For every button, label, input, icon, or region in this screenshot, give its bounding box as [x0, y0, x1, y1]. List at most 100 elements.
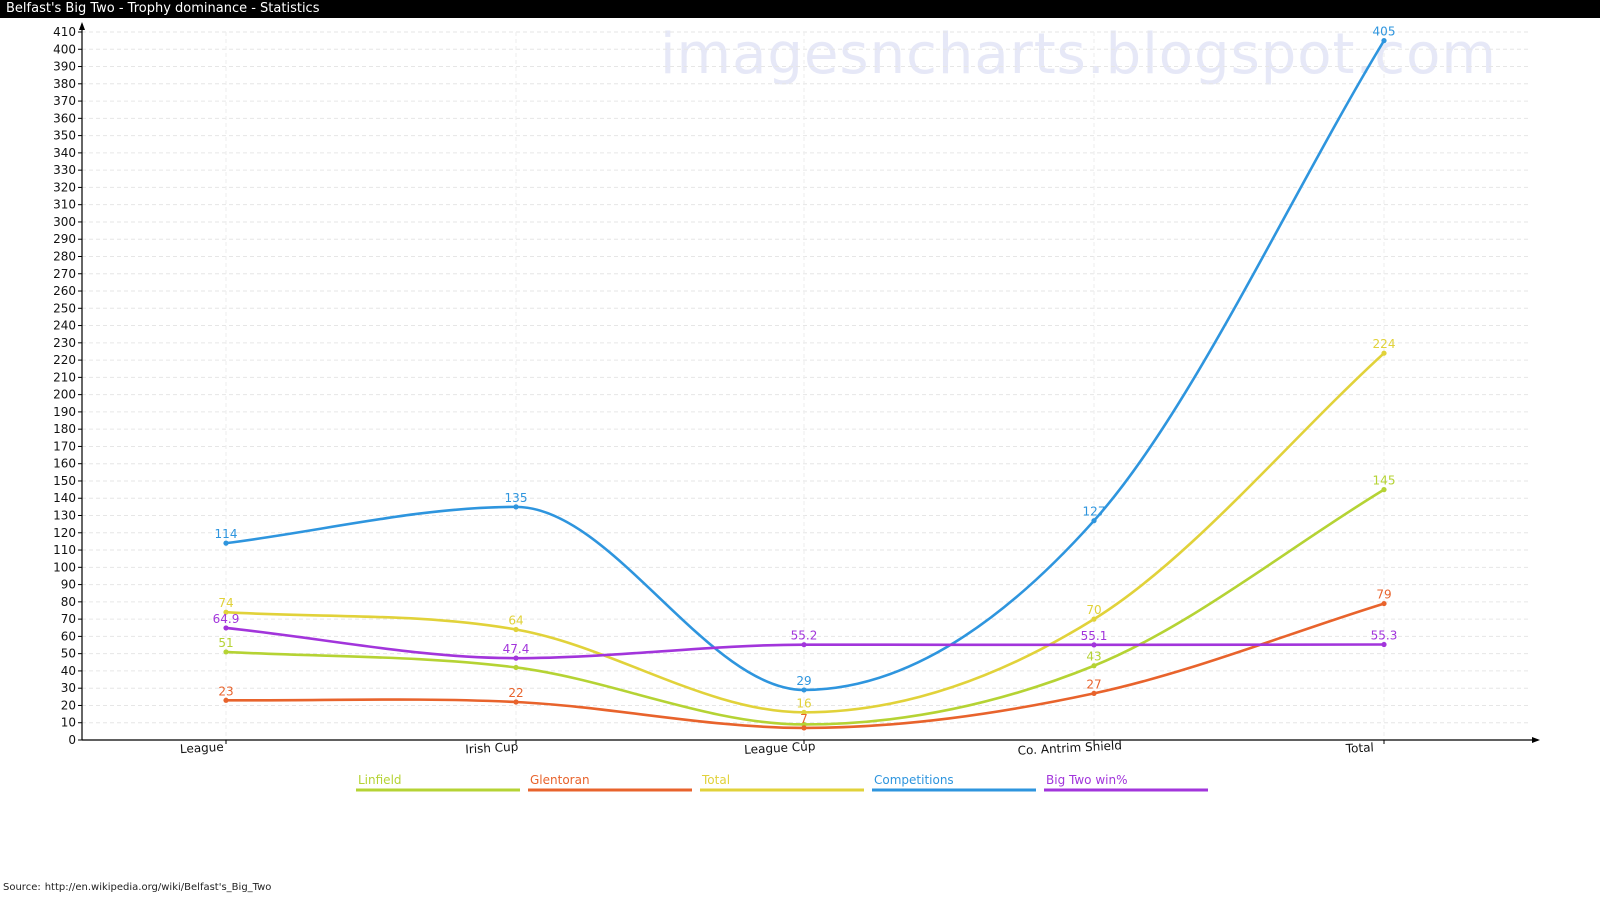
y-tick-label: 250: [53, 301, 76, 315]
x-tick-label: League Cup: [744, 739, 816, 757]
y-tick-label: 10: [61, 716, 76, 730]
y-tick-label: 260: [53, 284, 76, 298]
data-label-linfield: 51: [218, 636, 233, 650]
legend-label-total: Total: [701, 773, 730, 787]
data-label-glentoran: 22: [508, 686, 523, 700]
data-point-competitions: [1381, 38, 1387, 44]
y-tick-label: 180: [53, 422, 76, 436]
data-label-glentoran: 7: [800, 712, 808, 726]
y-tick-label: 240: [53, 319, 76, 333]
y-tick-label: 270: [53, 267, 76, 281]
y-tick-label: 400: [53, 42, 76, 56]
data-label-total: 224: [1373, 337, 1396, 351]
y-tick-label: 340: [53, 146, 76, 160]
data-point-competitions: [801, 687, 807, 693]
data-point-glentoran: [223, 697, 229, 703]
x-tick-label: Total: [1344, 740, 1374, 756]
y-tick-label: 100: [53, 560, 76, 574]
y-tick-label: 290: [53, 232, 76, 246]
grid-lines: [82, 31, 1530, 740]
y-tick-label: 280: [53, 249, 76, 263]
x-tick-label: League: [180, 740, 225, 756]
y-tick-label: 300: [53, 215, 76, 229]
data-label-glentoran: 23: [218, 684, 233, 698]
data-point-total: [513, 626, 519, 633]
y-tick-label: 210: [53, 370, 76, 384]
y-tick-label: 370: [53, 94, 76, 108]
data-label-competitions: 114: [215, 527, 238, 541]
data-label-total: 64: [508, 613, 523, 627]
data-point-big-two-win: [1381, 641, 1387, 648]
data-label-big-two-win: 55.2: [791, 629, 818, 643]
line-chart: 0 10 20 30 40 50 60 70 80 90 100 110 120 130 140 150 160…: [53, 22, 1540, 792]
y-tick-label: 310: [53, 198, 76, 212]
data-labels: 51 43 145 23 22 7 27 79 74 64 16 70 224 114 135 29 127 40…: [213, 25, 1398, 726]
data-point-competitions: [1091, 518, 1097, 524]
y-tick-label: 350: [53, 129, 76, 143]
x-tick-label: Co. Antrim Shield: [1017, 738, 1122, 757]
data-point-glentoran: [801, 725, 807, 731]
data-label-competitions: 127: [1083, 505, 1106, 519]
y-tick-label: 140: [53, 491, 76, 505]
x-axis-ticks: League Irish Cup League Cup Co. Antrim Shie…: [180, 738, 1385, 758]
data-label-glentoran: 79: [1376, 588, 1391, 602]
y-tick-label: 200: [53, 388, 76, 402]
source-url: http://en.wikipedia.org/wiki/Belfast's_B…: [44, 882, 272, 893]
y-tick-label: 110: [53, 543, 76, 557]
y-tick-label: 0: [68, 733, 76, 747]
window-title: Belfast's Big Two - Trophy dominance - S…: [0, 0, 1600, 18]
data-point-big-two-win: [801, 642, 807, 648]
data-label-big-two-win: 55.3: [1371, 629, 1398, 643]
data-point-linfield: [513, 664, 519, 671]
y-tick-label: 360: [53, 111, 76, 125]
data-point-big-two-win: [223, 625, 229, 631]
data-point-big-two-win: [1091, 642, 1097, 648]
legend-label-glentoran: Glentoran: [530, 773, 590, 787]
data-label-total: 70: [1086, 603, 1101, 617]
y-tick-label: 130: [53, 509, 76, 523]
y-tick-label: 220: [53, 353, 76, 367]
data-label-competitions: 29: [796, 674, 811, 688]
y-tick-label: 380: [53, 77, 76, 91]
data-label-competitions: 135: [505, 491, 528, 505]
y-tick-label: 90: [61, 578, 76, 592]
y-tick-label: 20: [61, 698, 76, 712]
data-label-total: 16: [796, 696, 811, 710]
y-tick-label: 330: [53, 163, 76, 177]
data-label-competitions: 405: [1373, 25, 1396, 39]
y-tick-label: 190: [53, 405, 76, 419]
data-point-total: [1091, 616, 1097, 622]
data-point-total: [1381, 350, 1387, 356]
series-lines: [223, 38, 1387, 731]
y-tick-label: 70: [61, 612, 76, 626]
data-point-linfield: [1381, 487, 1387, 493]
data-point-glentoran: [1091, 690, 1097, 696]
y-tick-label: 390: [53, 60, 76, 74]
data-label-linfield: 43: [1086, 650, 1101, 664]
data-point-glentoran: [513, 699, 519, 705]
y-tick-label: 320: [53, 180, 76, 194]
data-label-big-two-win: 47.4: [503, 642, 530, 656]
y-tick-label: 150: [53, 474, 76, 488]
y-tick-label: 170: [53, 439, 76, 453]
y-tick-label: 230: [53, 336, 76, 350]
series-line-competitions: [224, 39, 1386, 692]
data-point-competitions: [513, 504, 519, 510]
data-point-linfield: [223, 649, 229, 655]
watermark: imagesncharts.blogspot.com: [660, 22, 1497, 87]
data-point-glentoran: [1381, 600, 1387, 607]
data-label-linfield: 145: [1373, 474, 1396, 488]
y-tick-label: 60: [61, 629, 76, 643]
data-label-total: 74: [218, 596, 233, 610]
data-point-total: [801, 709, 807, 715]
legend-label-competitions: Competitions: [874, 773, 954, 787]
data-point-big-two-win: [513, 655, 519, 661]
axes: [79, 22, 1540, 743]
data-point-linfield: [1091, 663, 1097, 669]
y-tick-label: 30: [61, 681, 76, 695]
y-tick-label: 80: [61, 595, 76, 609]
legend-label-big-two-win: Big Two win%: [1046, 773, 1127, 787]
y-axis-ticks: 0 10 20 30 40 50 60 70 80 90 100 110 120 130 140 150 160…: [53, 25, 82, 747]
data-point-competitions: [223, 540, 229, 546]
x-tick-label: Irish Cup: [465, 740, 519, 757]
